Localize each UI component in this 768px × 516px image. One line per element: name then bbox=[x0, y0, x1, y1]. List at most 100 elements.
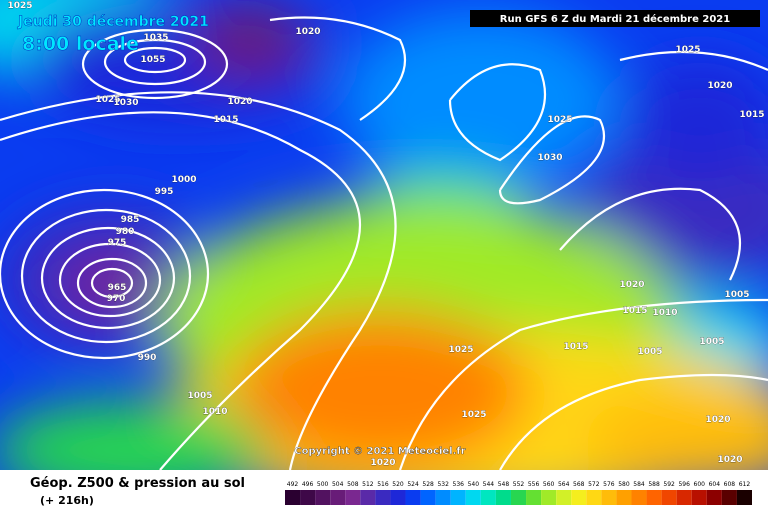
legend-label: 496 bbox=[302, 481, 314, 488]
legend-label: 528 bbox=[422, 481, 434, 488]
legend-swatch bbox=[390, 490, 406, 505]
isobar-label: 1025 bbox=[7, 1, 32, 11]
legend-swatch bbox=[526, 490, 542, 505]
valid-date: Jeudi 30 décembre 2021 bbox=[17, 14, 209, 30]
isobar-label: 1020 bbox=[717, 455, 742, 465]
legend-label: 584 bbox=[633, 481, 645, 488]
legend-swatch bbox=[360, 490, 376, 505]
isobar-label: 1010 bbox=[202, 407, 227, 417]
legend-swatch bbox=[345, 490, 361, 505]
isobar-label: 1025 bbox=[547, 115, 572, 125]
legend-swatch bbox=[465, 490, 481, 505]
isobar-label: 1005 bbox=[187, 391, 212, 401]
legend-label: 600 bbox=[694, 481, 706, 488]
legend-swatch bbox=[646, 490, 662, 505]
isobar-label: 995 bbox=[155, 187, 174, 197]
legend-swatch bbox=[736, 490, 752, 505]
legend-swatch bbox=[405, 490, 421, 505]
legend-swatch bbox=[616, 490, 632, 505]
legend-swatch bbox=[631, 490, 647, 505]
isobar-label: 1025 bbox=[461, 410, 486, 420]
isobar-label: 1015 bbox=[563, 342, 588, 352]
legend-swatch bbox=[420, 490, 436, 505]
isobar-label: 1020 bbox=[370, 458, 395, 468]
isobar-label: 1005 bbox=[637, 347, 662, 357]
legend-swatch bbox=[571, 490, 587, 505]
isobar-label: 1055 bbox=[140, 55, 165, 65]
legend-label: 492 bbox=[287, 481, 299, 488]
legend-swatch bbox=[495, 490, 511, 505]
isobar-label: 1020 bbox=[619, 280, 644, 290]
legend-label: 592 bbox=[663, 481, 675, 488]
isobar-label: 1020 bbox=[295, 27, 320, 37]
legend-label: 576 bbox=[603, 481, 615, 488]
legend-label: 552 bbox=[513, 481, 525, 488]
isobar-label: 1030 bbox=[113, 98, 138, 108]
legend-label: 516 bbox=[377, 481, 389, 488]
footer-title: Géop. Z500 & pression au sol bbox=[30, 476, 245, 491]
isobar-label: 970 bbox=[107, 294, 126, 304]
legend-swatch bbox=[450, 490, 466, 505]
isobar-label: 1015 bbox=[622, 306, 647, 316]
legend-label: 536 bbox=[453, 481, 465, 488]
legend-swatch bbox=[586, 490, 602, 505]
legend-label: 568 bbox=[573, 481, 585, 488]
isobar-label: 1025 bbox=[95, 95, 120, 105]
legend-label: 572 bbox=[588, 481, 600, 488]
isobar-label: 1005 bbox=[699, 337, 724, 347]
legend-label: 608 bbox=[724, 481, 736, 488]
footer-lead: (+ 216h) bbox=[40, 494, 94, 507]
isobar-label: 990 bbox=[138, 353, 157, 363]
legend-swatch bbox=[300, 490, 316, 505]
legend-label: 500 bbox=[317, 481, 329, 488]
legend-label: 520 bbox=[392, 481, 404, 488]
isobar-label: 1035 bbox=[143, 33, 168, 43]
isobar-label: 1020 bbox=[707, 81, 732, 91]
isobar-label: 1010 bbox=[652, 308, 677, 318]
legend-label: 556 bbox=[528, 481, 540, 488]
legend-swatch bbox=[330, 490, 346, 505]
isobar-label: 980 bbox=[116, 227, 135, 237]
isobar-label: 975 bbox=[108, 238, 127, 248]
legend-swatch bbox=[706, 490, 722, 505]
legend-label: 580 bbox=[618, 481, 630, 488]
legend-swatch bbox=[676, 490, 692, 505]
isobar-label: 1005 bbox=[724, 290, 749, 300]
isobar-label: 1020 bbox=[705, 415, 730, 425]
legend-label: 524 bbox=[407, 481, 419, 488]
legend-label: 612 bbox=[739, 481, 751, 488]
legend-label: 560 bbox=[543, 481, 555, 488]
isobar-label: 1020 bbox=[227, 97, 252, 107]
legend-swatch bbox=[661, 490, 677, 505]
isobar-label: 1015 bbox=[213, 115, 238, 125]
legend-swatch bbox=[285, 490, 301, 505]
isobar-label: 1000 bbox=[171, 175, 196, 185]
isobar-label: 1025 bbox=[675, 45, 700, 55]
legend-label: 540 bbox=[468, 481, 480, 488]
legend-swatch bbox=[541, 490, 557, 505]
isobar-label: 1030 bbox=[537, 153, 562, 163]
isobars bbox=[0, 16, 768, 470]
legend-swatch bbox=[315, 490, 331, 505]
legend-swatch bbox=[375, 490, 391, 505]
legend-label: 604 bbox=[709, 481, 721, 488]
legend-swatch bbox=[435, 490, 451, 505]
isobar-label: 985 bbox=[121, 215, 140, 225]
legend-swatch bbox=[721, 490, 737, 505]
isobar-label: 1025 bbox=[448, 345, 473, 355]
legend-label: 512 bbox=[362, 481, 374, 488]
color-legend: 492 496 500 504 508 512 516 520 524 528 532 536 540 5… bbox=[285, 481, 752, 505]
run-label: Run GFS 6 Z du Mardi 21 décembre 2021 bbox=[500, 13, 730, 25]
legend-label: 532 bbox=[437, 481, 449, 488]
legend-swatch bbox=[691, 490, 707, 505]
legend-label: 588 bbox=[648, 481, 660, 488]
legend-label: 596 bbox=[678, 481, 690, 488]
legend-swatch bbox=[601, 490, 617, 505]
legend-swatch bbox=[510, 490, 527, 505]
legend-label: 544 bbox=[483, 481, 495, 488]
copyright: Copyright © 2021 Meteociel.fr bbox=[294, 446, 465, 457]
legend-label: 548 bbox=[498, 481, 510, 488]
run-box bbox=[470, 10, 760, 27]
